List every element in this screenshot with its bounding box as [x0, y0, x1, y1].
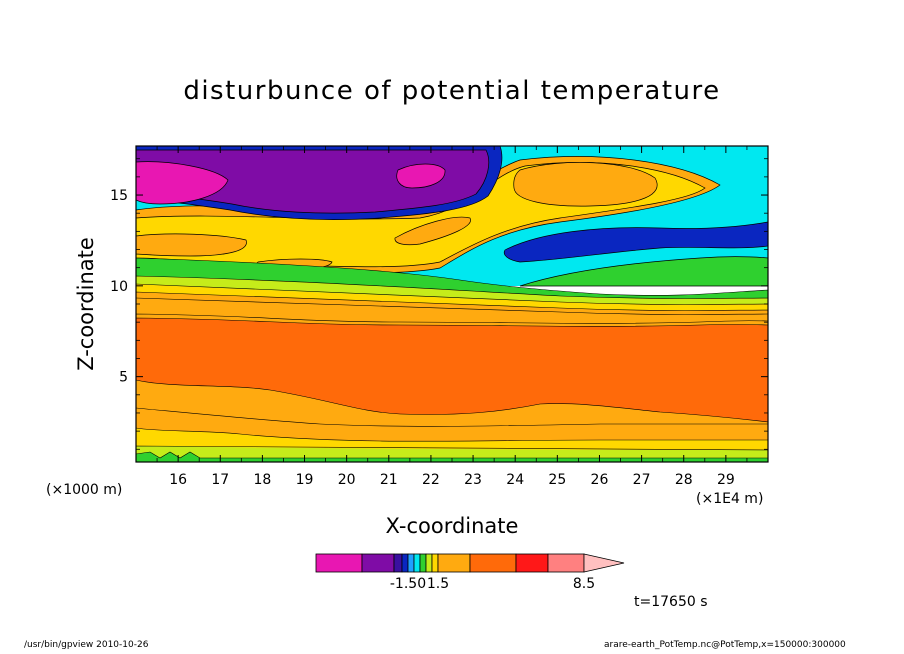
colorbar-swatch: [315, 553, 363, 573]
colorbar-swatch: [419, 553, 427, 573]
contour-region-magenta-right: [396, 163, 446, 189]
time-label: t=17650 s: [634, 594, 708, 610]
chart-title: disturbunce of potential temperature: [183, 76, 721, 106]
x-tick-label: 18: [253, 472, 271, 488]
contour-layer-green-bottom: [136, 451, 768, 462]
y-tick-label: 5: [119, 370, 128, 386]
colorbar-swatch: [469, 553, 517, 573]
contour-field: [136, 146, 768, 462]
colorbar-swatch: [361, 553, 395, 573]
contour-region-orange-blob-right: [394, 216, 471, 246]
colorbar-swatch: [425, 553, 433, 573]
x-tick-label: 24: [506, 472, 524, 488]
colorbar-swatch: [393, 553, 403, 573]
x-tick-label: 19: [296, 472, 314, 488]
x-tick-label: 17: [211, 472, 229, 488]
colorbar-label: -1.50: [390, 576, 426, 592]
x-tick-label: 16: [169, 472, 187, 488]
x-unit-right: (×1E4 m): [696, 491, 764, 507]
colorbar-label: 8.5: [573, 576, 595, 592]
contour-line: [136, 407, 768, 427]
colorbar-swatch: [401, 553, 409, 573]
colorbar-swatch: [407, 553, 415, 573]
colorbar: -1.50 1.5 8.5: [315, 553, 625, 592]
x-axis-ticks: 16 17 18 19 20 21 22 23 24 25 26 27 28 29: [156, 146, 748, 488]
colorbar-swatch: [437, 553, 471, 573]
footer-program-date: /usr/bin/gpview 2010-10-26: [24, 640, 149, 650]
x-tick-label: 28: [675, 472, 693, 488]
y-tick-label: 10: [110, 279, 128, 295]
x-tick-label: 20: [338, 472, 356, 488]
x-tick-label: 21: [380, 472, 398, 488]
footer-source-file: arare-earth_PotTemp.nc@PotTemp,x=150000:…: [604, 640, 846, 650]
y-tick-label: 15: [110, 188, 128, 204]
contour-region-magenta-left: [136, 161, 229, 205]
x-tick-label: 27: [633, 472, 651, 488]
x-tick-label: 26: [591, 472, 609, 488]
colorbar-label: 1.5: [427, 576, 449, 592]
x-tick-label: 23: [464, 472, 482, 488]
x-tick-label: 22: [422, 472, 440, 488]
colorbar-swatch: [413, 553, 421, 573]
contour-region-orange-blob-mid: [513, 162, 658, 207]
x-tick-label: 25: [548, 472, 566, 488]
contour-region-green-upper: [519, 256, 768, 287]
colorbar-swatch: [547, 553, 585, 573]
colorbar-swatch: [515, 553, 549, 573]
contour-region-orange-blob-left: [136, 233, 247, 257]
x-axis-label: X-coordinate: [385, 514, 519, 538]
x-tick-label: 29: [717, 472, 735, 488]
colorbar-arrow: [583, 553, 625, 573]
colorbar-swatch: [431, 553, 439, 573]
x-unit-left: (×1000 m): [46, 482, 123, 498]
contour-region-navy-band: [503, 221, 768, 263]
y-axis-ticks: 5 10 15: [110, 158, 768, 450]
